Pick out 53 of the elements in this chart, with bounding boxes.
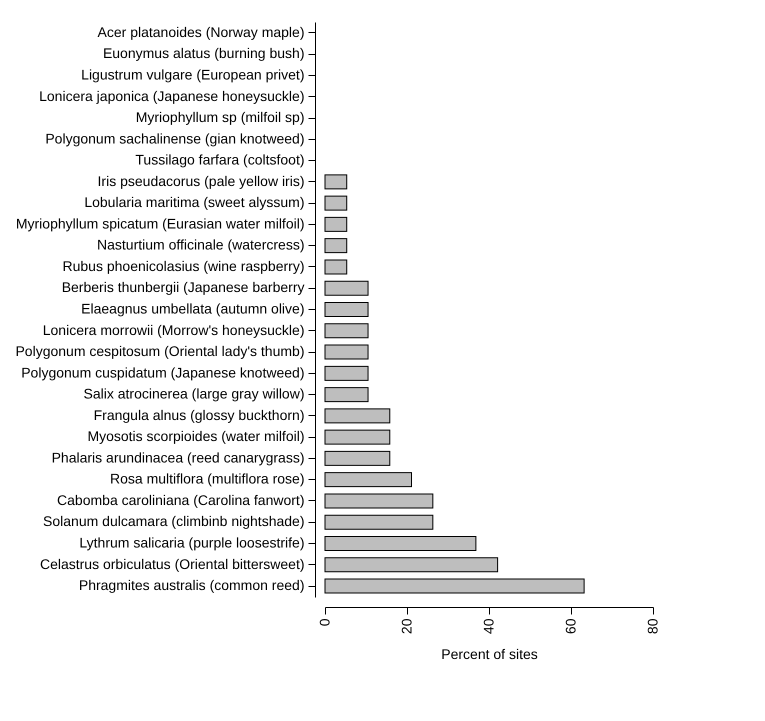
y-tick-label: Lobularia maritima (sweet alyssum) <box>84 194 304 210</box>
y-tick-label: Myriophyllum sp (milfoil sp) <box>136 109 304 126</box>
bar <box>324 216 348 232</box>
y-tick-label: Lonicera japonica (Japanese honeysuckle) <box>39 88 304 104</box>
y-tick-label: Ligustrum vulgare (European privet) <box>81 66 304 82</box>
y-tick-label: Nasturtium officinale (watercress) <box>97 236 304 253</box>
bar <box>324 450 390 466</box>
y-tick-label: Acer platanoides (Norway maple) <box>98 24 304 40</box>
x-tick-label: 0 <box>316 618 332 626</box>
bar <box>324 578 585 594</box>
y-tick-label: Cabomba caroliniana (Carolina fanwort) <box>57 492 304 508</box>
y-tick-label: Iris pseudacorus (pale yellow iris) <box>98 172 304 189</box>
bar <box>324 344 369 360</box>
y-tick-label: Rubus phoenicolasius (wine raspberry) <box>62 258 304 274</box>
y-tick-label: Phragmites australis (common reed) <box>78 577 304 594</box>
bar <box>324 174 348 190</box>
y-tick-label: Rosa multiflora (multiflora rose) <box>110 470 304 487</box>
bar <box>324 259 348 274</box>
x-tick-label: 40 <box>480 618 496 634</box>
y-tick-label: Euonymus alatus (burning bush) <box>102 45 304 62</box>
bar <box>324 196 348 211</box>
bar <box>324 280 369 296</box>
bar <box>324 493 434 508</box>
x-tick-label: 80 <box>644 618 660 634</box>
bar <box>324 323 369 338</box>
x-tick-label: 20 <box>398 618 414 634</box>
y-tick-label: Polygonum cespitosum (Oriental lady's thumb) <box>15 343 304 360</box>
y-tick-label: Solanum dulcamara (climbinb nightshade) <box>43 513 304 530</box>
y-tick-label: Phalaris arundinacea (reed canarygrass) <box>52 449 304 466</box>
bar <box>324 514 434 530</box>
bar <box>324 238 348 254</box>
y-tick-label: Lythrum salicaria (purple loosestrife) <box>79 534 304 550</box>
y-tick-label: Elaeagnus umbellata (autumn olive) <box>81 300 304 316</box>
y-tick-label: Polygonum sachalinense (gian knotweed) <box>45 130 304 146</box>
bar <box>324 387 369 402</box>
y-tick-label: Celastrus orbiculatus (Oriental bittersweet) <box>40 556 304 572</box>
y-tick-label: Salix atrocinerea (large gray willow) <box>84 386 304 402</box>
y-tick-label: Frangula alnus (glossy buckthorn) <box>94 406 304 423</box>
x-tick-label: 60 <box>562 618 578 634</box>
bar <box>324 366 369 381</box>
bar <box>324 408 390 424</box>
y-tick-label: Myriophyllum spicatum (Eurasian water milfoil) <box>16 215 304 232</box>
y-tick-label: Tussilago farfara (coltsfoot) <box>135 152 304 168</box>
y-tick-label: Myosotis scorpioides (water milfoil) <box>87 428 304 444</box>
bar <box>324 536 476 551</box>
x-axis-title: Percent of sites <box>441 646 538 662</box>
bar <box>324 472 412 488</box>
y-tick-label: Berberis thunbergii (Japanese barberry <box>62 279 304 296</box>
bar <box>324 557 498 572</box>
bar <box>324 302 369 317</box>
bar <box>324 430 390 445</box>
y-tick-label: Lonicera morrowii (Morrow's honeysuckle) <box>42 322 304 338</box>
y-tick-label: Polygonum cuspidatum (Japanese knotweed) <box>21 364 304 380</box>
